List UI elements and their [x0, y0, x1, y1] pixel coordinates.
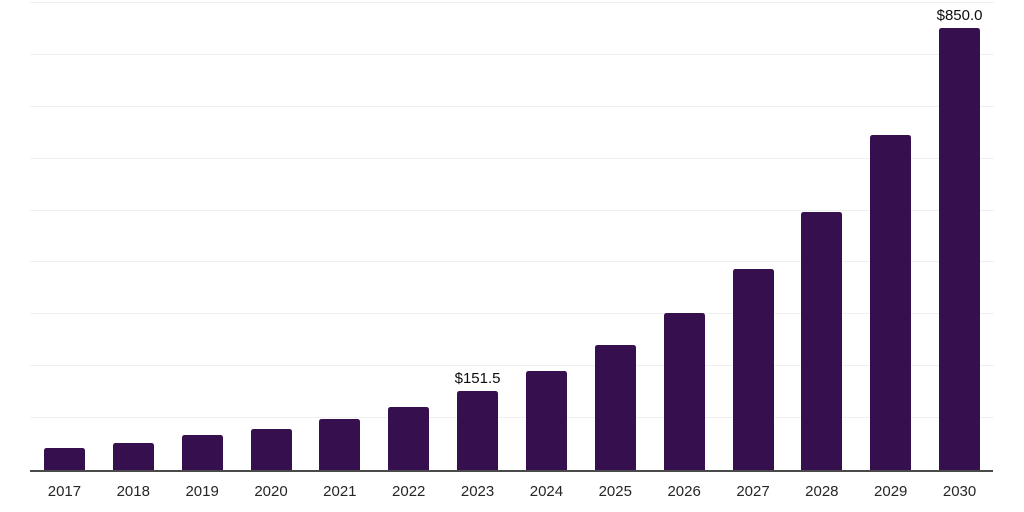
x-tick-label: 2028: [805, 483, 839, 500]
x-tick-label: 2024: [529, 483, 564, 500]
bar-value-label: $850.0: [936, 7, 983, 25]
bar-2027: [732, 268, 774, 470]
x-tick-label: 2017: [47, 483, 82, 500]
x-tick-label: 2021: [323, 483, 357, 500]
bar-2026: [663, 312, 705, 470]
gridline: [30, 313, 994, 315]
bar-value-label: $151.5: [454, 369, 501, 387]
bar-2018: [112, 442, 154, 470]
x-tick-label: 2020: [254, 483, 288, 500]
bar-2025: [594, 344, 636, 470]
gridline: [30, 105, 994, 107]
gridline: [30, 261, 994, 263]
x-tick-label: 2025: [598, 483, 632, 500]
bar-2024: [525, 370, 567, 470]
gridline: [30, 53, 994, 55]
bar-2020: [250, 429, 292, 470]
gridline: [30, 157, 994, 159]
bar-2029: [870, 134, 912, 470]
bar-2022: [388, 406, 430, 470]
x-tick-label: 2027: [736, 483, 770, 500]
bar-2019: [181, 435, 223, 470]
gridline: [30, 209, 994, 211]
x-tick-label: 2023: [460, 483, 495, 500]
x-axis-line: [30, 469, 993, 472]
bar-2030: [939, 28, 981, 470]
x-tick-label: 2029: [874, 483, 908, 500]
bar-2028: [801, 211, 843, 470]
bar-2021: [319, 419, 361, 470]
x-tick-label: 2030: [942, 483, 977, 500]
gridline: [30, 417, 994, 419]
x-tick-label: 2026: [667, 483, 701, 500]
bar-2017: [43, 447, 85, 470]
x-tick-label: 2022: [392, 483, 426, 500]
x-tick-label: 2018: [116, 483, 150, 500]
x-tick-label: 2019: [185, 483, 219, 500]
bar-2023: [457, 390, 499, 470]
gridline: [30, 365, 994, 367]
gridline: [30, 2, 994, 3]
